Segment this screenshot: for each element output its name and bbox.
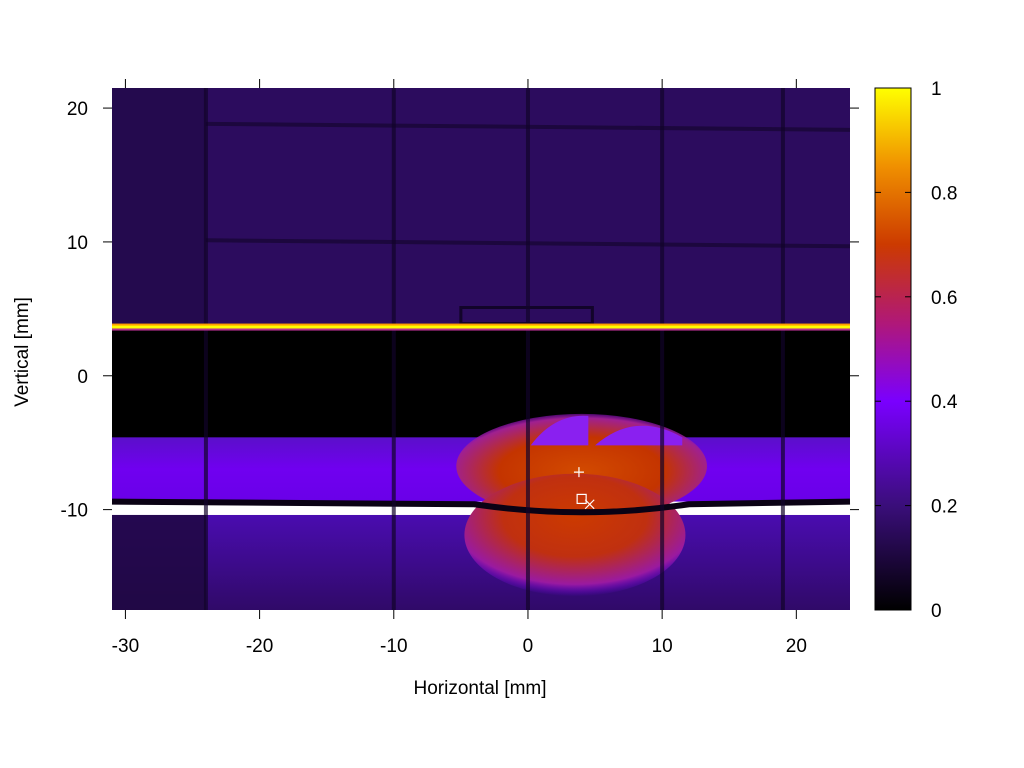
x-tick-label: -10 [380, 636, 407, 657]
grid-shadow-horizontal [205, 121, 851, 132]
x-tick-label: -30 [112, 636, 139, 657]
bright-line [112, 325, 850, 329]
plot-overlay [573, 467, 595, 510]
bright-line-edge-bottom [112, 328, 850, 331]
colorbar-tick-label: 0.8 [931, 183, 957, 204]
x-tick-label: -20 [246, 636, 273, 657]
y-tick-label: 0 [77, 367, 88, 388]
region-lower-left-shade [112, 514, 206, 610]
colorbar-tick-label: 1 [931, 79, 942, 100]
region-bump-left [530, 415, 589, 446]
bright-line-edge-top [112, 323, 850, 327]
x-axis-label: Horizontal [mm] [413, 678, 546, 699]
beam-edge-line [111, 498, 851, 516]
region-beam-core-lower [464, 473, 686, 597]
colorbar-scale [874, 87, 912, 611]
marker-cross [584, 499, 595, 510]
x-tick-label: 10 [652, 636, 673, 657]
colorbar-tick-label: 0 [931, 601, 942, 622]
y-axis-label: Vertical [mm] [12, 297, 33, 407]
colorbar-tick-label: 0.2 [931, 497, 957, 518]
colorbar-tick-label: 0.6 [931, 288, 957, 309]
grid-shadow-horizontal [205, 238, 851, 249]
region-upper-left-shade [112, 88, 206, 329]
y-tick-label: -10 [61, 501, 88, 522]
axes: -30 -20 -10 0 10 20 -10 0 10 20 [61, 79, 859, 657]
fiducial-outline [459, 306, 594, 326]
colorbar: 0 0.2 0.4 0.6 0.8 1 [874, 79, 958, 622]
colorbar-tick-label: 0.4 [931, 392, 958, 413]
x-tick-label: 20 [786, 636, 807, 657]
x-tick-label: 0 [523, 636, 534, 657]
y-tick-label: 10 [67, 233, 88, 254]
region-dark-gap [112, 330, 850, 438]
marker-square [576, 493, 587, 505]
plot-area [111, 88, 851, 610]
y-tick-label: 20 [67, 99, 88, 120]
marker-plus [573, 467, 584, 478]
